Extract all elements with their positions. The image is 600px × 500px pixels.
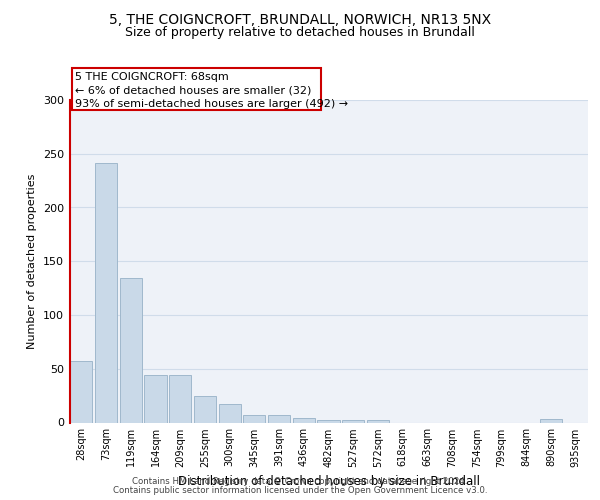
Bar — [293, 418, 315, 422]
Bar — [540, 420, 562, 422]
Text: ← 6% of detached houses are smaller (32): ← 6% of detached houses are smaller (32) — [75, 86, 311, 96]
Text: 5 THE COIGNCROFT: 68sqm: 5 THE COIGNCROFT: 68sqm — [75, 72, 229, 83]
Text: Contains public sector information licensed under the Open Government Licence v3: Contains public sector information licen… — [113, 486, 487, 495]
Bar — [119, 278, 142, 422]
Bar — [70, 361, 92, 422]
Bar — [243, 415, 265, 422]
Bar — [145, 375, 167, 422]
Bar — [367, 420, 389, 422]
X-axis label: Distribution of detached houses by size in Brundall: Distribution of detached houses by size … — [178, 475, 479, 488]
Text: 5, THE COIGNCROFT, BRUNDALL, NORWICH, NR13 5NX: 5, THE COIGNCROFT, BRUNDALL, NORWICH, NR… — [109, 12, 491, 26]
Bar — [95, 164, 117, 422]
Bar — [317, 420, 340, 422]
Bar — [268, 415, 290, 422]
Text: Contains HM Land Registry data © Crown copyright and database right 2024.: Contains HM Land Registry data © Crown c… — [132, 477, 468, 486]
Bar — [169, 375, 191, 422]
Text: 93% of semi-detached houses are larger (492) →: 93% of semi-detached houses are larger (… — [75, 98, 348, 108]
Bar — [342, 420, 364, 422]
Bar — [218, 404, 241, 422]
Text: Size of property relative to detached houses in Brundall: Size of property relative to detached ho… — [125, 26, 475, 39]
Bar — [194, 396, 216, 422]
Y-axis label: Number of detached properties: Number of detached properties — [28, 174, 37, 349]
